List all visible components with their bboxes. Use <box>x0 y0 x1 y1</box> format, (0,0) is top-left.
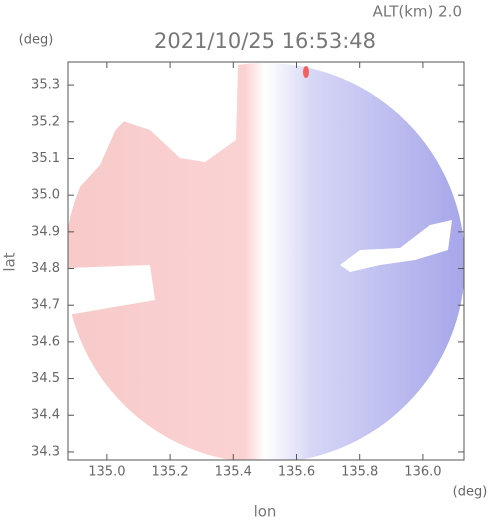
y-tick-label: 34.7 <box>31 298 60 313</box>
x-tick-label: 135.2 <box>151 465 188 480</box>
chart-title: 2021/10/25 16:53:48 <box>154 29 376 53</box>
echo-spot <box>303 66 309 78</box>
y-tick-label: 34.8 <box>31 261 60 276</box>
y-tick-label: 34.9 <box>31 224 60 239</box>
no-echo <box>68 62 238 200</box>
no-echo <box>395 62 464 199</box>
x-tick-label: 135.6 <box>278 465 315 480</box>
y-tick-label: 34.3 <box>31 444 60 459</box>
altitude-label: ALT(km) 2.0 <box>373 3 462 21</box>
x-axis-label: lon <box>254 503 277 521</box>
y-tick-label: 35.2 <box>31 114 60 129</box>
x-unit: (deg) <box>453 485 488 500</box>
y-tick-label: 34.6 <box>31 334 60 349</box>
radar-field <box>68 62 464 460</box>
y-axis-label: lat <box>1 252 19 271</box>
x-tick-label: 135.0 <box>88 465 125 480</box>
x-tick-label: 135.8 <box>341 465 378 480</box>
plot-frame <box>67 61 465 461</box>
y-tick-label: 34.4 <box>31 408 60 423</box>
y-tick-label: 35.1 <box>31 151 60 166</box>
y-tick-label: 35.3 <box>31 78 60 93</box>
x-tick-label: 136.0 <box>404 465 441 480</box>
y-tick-label: 34.5 <box>31 371 60 386</box>
no-echo <box>68 265 155 315</box>
y-tick-label: 35.0 <box>31 188 60 203</box>
x-tick-label: 135.4 <box>215 465 252 480</box>
y-unit: (deg) <box>19 33 54 48</box>
radar-disc <box>68 63 464 460</box>
no-echo <box>340 220 452 272</box>
